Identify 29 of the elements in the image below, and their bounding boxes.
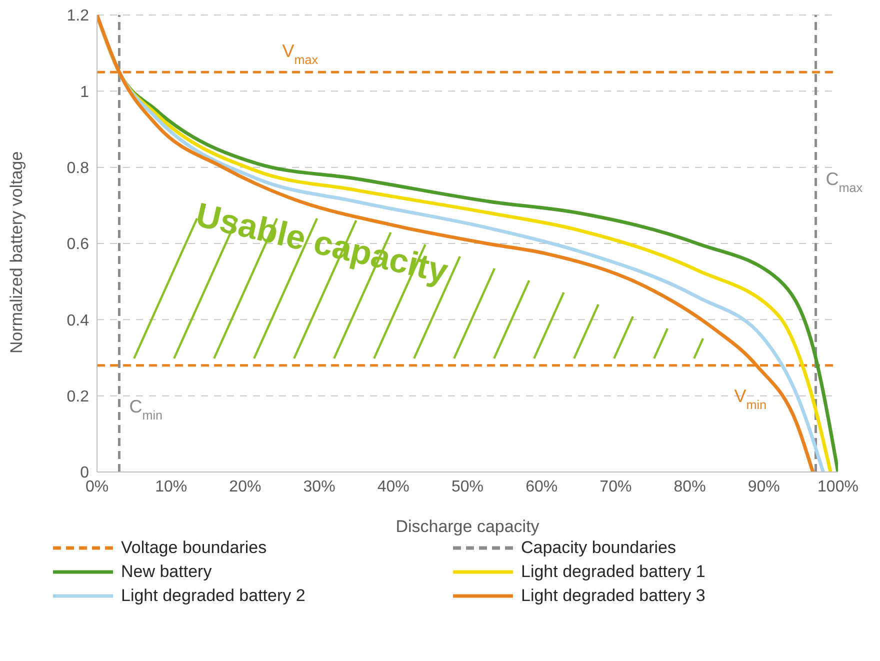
ref-line-label: V$_{max}$ xyxy=(282,40,319,67)
y-tick-label: 1 xyxy=(80,84,90,101)
x-tick-label: 40% xyxy=(377,478,410,496)
legend-label: New battery xyxy=(121,562,212,582)
y-tick-label: 0.2 xyxy=(66,388,90,406)
ref-line-label: C$_{max}$ xyxy=(826,168,864,195)
x-tick-label: 30% xyxy=(303,478,336,496)
x-tick-label: 80% xyxy=(674,478,706,496)
text: Capacity boundaries xyxy=(521,538,676,558)
legend-label: Light degraded battery 2 xyxy=(121,586,306,606)
x-axis-title: Discharge capacity xyxy=(396,517,540,536)
x-tick-label: 60% xyxy=(526,478,558,496)
x-tick-label: 100% xyxy=(818,478,858,496)
y-tick-label: 0.4 xyxy=(66,312,90,330)
ref-line-label: V$_{min}$ xyxy=(734,386,767,412)
legend-label: Light degraded battery 3 xyxy=(521,586,706,606)
y-tick-label: 0.8 xyxy=(66,160,90,178)
x-tick-label: 50% xyxy=(451,478,484,496)
ref-line-label: C$_{min}$ xyxy=(129,396,163,422)
y-tick-label: 1.2 xyxy=(66,8,90,25)
text: Voltage boundaries xyxy=(121,538,267,558)
x-tick-label: 70% xyxy=(600,478,632,496)
y-axis-title: Normalized battery voltage xyxy=(7,151,26,354)
x-tick-label: 10% xyxy=(155,478,188,496)
x-tick-label: 20% xyxy=(229,478,262,496)
annotation: Usable capacity xyxy=(192,196,452,291)
x-tick-label: 90% xyxy=(748,478,780,496)
y-tick-label: 0.6 xyxy=(66,236,90,254)
legend-label: Light degraded battery 1 xyxy=(521,562,706,582)
